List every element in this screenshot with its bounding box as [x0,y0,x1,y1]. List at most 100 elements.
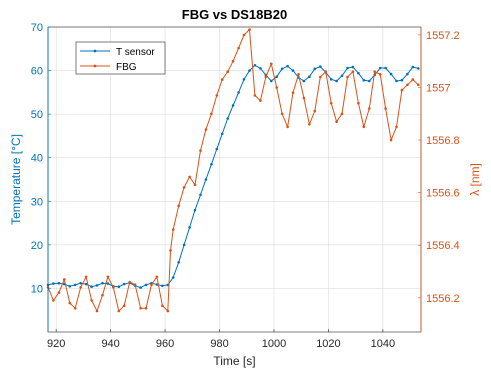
data-point-t-sensor [106,282,110,285]
data-point-fbg [161,304,164,308]
data-point-t-sensor [400,78,404,82]
data-point-t-sensor [193,208,197,212]
data-point-t-sensor [90,285,93,289]
y-right-tick-label: 1556.8 [426,135,460,147]
legend-label-fbg: FBG [116,62,137,73]
data-point-fbg [155,275,159,279]
chart-title: FBG vs DS18B20 [182,7,288,22]
y-axis-right: 1556.2 1556.4 1556.6 1556.8 1557 1557.2 [418,27,460,332]
data-point-fbg [171,228,175,231]
data-point-t-sensor [270,79,273,83]
data-point-fbg [63,278,66,281]
y-left-tick-label: 60 [31,66,43,78]
data-point-fbg [204,128,208,131]
data-point-fbg [112,286,115,289]
series-line-fbg [47,29,419,312]
y-left-tick-label: 10 [31,283,43,295]
data-point-t-sensor [280,67,284,71]
data-point-t-sensor [335,79,338,83]
data-point-t-sensor [389,72,393,76]
data-point-fbg [340,112,344,116]
x-tick-label: 940 [101,338,119,350]
x-tick-label: 1040 [371,338,395,350]
data-point-fbg [313,109,317,113]
data-point-fbg [84,275,88,279]
y-left-tick-label: 50 [31,109,43,121]
data-point-t-sensor [357,71,360,75]
data-point-fbg [302,96,306,100]
data-point-fbg [79,286,82,289]
data-point-fbg [144,307,148,310]
data-point-t-sensor [182,243,186,247]
data-point-t-sensor [84,282,88,286]
data-point-t-sensor [226,117,229,120]
data-point-t-sensor [52,282,55,285]
data-point-fbg [95,309,99,313]
data-point-t-sensor [177,261,180,264]
y-left-tick-label: 70 [31,22,43,34]
data-point-fbg [237,46,240,50]
data-point-t-sensor [68,285,72,288]
data-point-fbg [373,70,377,73]
data-point-fbg [169,249,172,252]
data-point-t-sensor [144,283,148,287]
series-layer [46,28,420,313]
data-point-t-sensor [57,281,61,285]
data-point-fbg [177,204,180,208]
data-point-fbg [226,70,229,73]
data-point-t-sensor [101,281,104,285]
data-point-fbg [362,125,366,129]
legend-marker-t-sensor [93,49,97,53]
data-point-fbg [90,299,93,302]
data-point-fbg [199,149,202,152]
data-point-t-sensor [411,65,415,69]
data-point-fbg [389,138,393,142]
data-point-t-sensor [286,64,289,68]
data-point-t-sensor [117,285,121,289]
data-point-t-sensor [302,79,306,83]
data-point-t-sensor [346,66,349,70]
data-point-fbg [319,75,322,79]
data-point-t-sensor [313,67,317,71]
data-point-fbg [231,59,235,63]
x-tick-label: 960 [156,338,174,350]
y-left-tick-label: 20 [31,240,43,252]
data-point-fbg [122,304,126,308]
data-point-fbg [52,299,55,302]
x-axis-label: Time [s] [213,354,255,368]
data-point-t-sensor [253,64,257,67]
y-axis-right-label: λ [nm] [468,163,482,196]
data-point-fbg [139,307,142,310]
data-point-fbg [286,125,289,129]
data-point-fbg [264,75,268,79]
data-point-t-sensor [378,66,382,70]
y-right-tick-label: 1557.2 [426,30,460,42]
x-tick-label: 920 [47,338,65,350]
data-point-t-sensor [79,281,82,285]
data-point-t-sensor [73,283,77,287]
data-point-t-sensor [308,75,311,78]
data-point-fbg [368,107,371,110]
data-point-fbg [253,94,257,97]
data-point-t-sensor [215,147,219,151]
data-point-t-sensor [155,283,159,286]
legend-label-t-sensor: T sensor [116,47,155,58]
data-point-t-sensor [291,69,295,72]
data-point-t-sensor [368,79,371,83]
data-point-t-sensor [95,284,99,287]
data-point-fbg [133,283,137,287]
x-tick-label: 980 [210,338,228,350]
x-tick-label: 1020 [316,338,340,350]
data-point-fbg [210,112,213,116]
data-point-fbg [220,78,224,81]
data-point-t-sensor [406,72,409,76]
data-point-t-sensor [319,65,322,68]
data-point-fbg [384,107,387,110]
data-point-fbg [242,33,246,37]
data-point-fbg [335,120,338,123]
data-point-fbg [346,75,349,79]
data-point-t-sensor [220,132,224,136]
data-point-fbg [106,275,110,279]
y-axis-left-label: Temperature [°C] [9,134,23,225]
